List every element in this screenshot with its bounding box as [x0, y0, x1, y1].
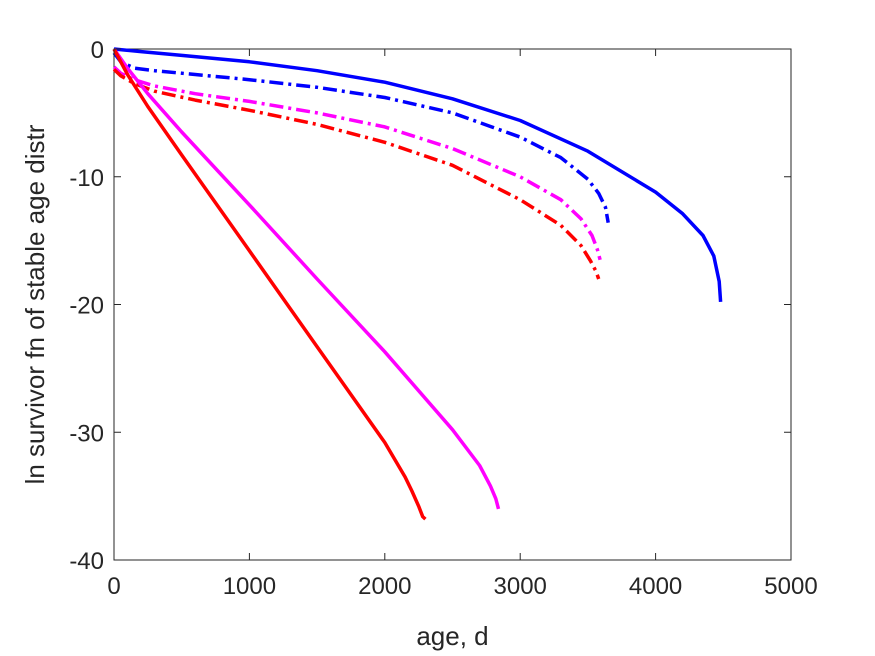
axes-box [113, 48, 792, 561]
x-tick-label: 4000 [629, 573, 682, 600]
series-group [112, 47, 723, 521]
y-axis-label: ln survivor fn of stable age distr [20, 124, 50, 484]
y-tick-label: -20 [69, 293, 104, 320]
series-line-2 [112, 51, 610, 224]
x-tick-label: 2000 [358, 573, 411, 600]
x-tick-label: 0 [107, 573, 120, 600]
y-tick-label: -40 [69, 548, 104, 575]
x-tick-label: 5000 [764, 573, 817, 600]
series-line-4 [112, 68, 601, 280]
ticks-group: 0 1000 2000 3000 4000 5000 0 -10 -20 -30 -40 [69, 37, 817, 600]
series-line-3 [112, 65, 602, 261]
series-line-6 [112, 48, 427, 521]
x-tick-label: 1000 [223, 573, 276, 600]
x-tick-label: 3000 [494, 573, 547, 600]
series-line-5 [112, 47, 501, 510]
y-tick-label: 0 [91, 37, 104, 64]
series-line-1 [113, 47, 723, 303]
x-axis-label: age, d [416, 621, 488, 651]
plot-frame [113, 48, 792, 561]
y-tick-label: -10 [69, 165, 104, 192]
y-tick-label: -30 [69, 420, 104, 447]
